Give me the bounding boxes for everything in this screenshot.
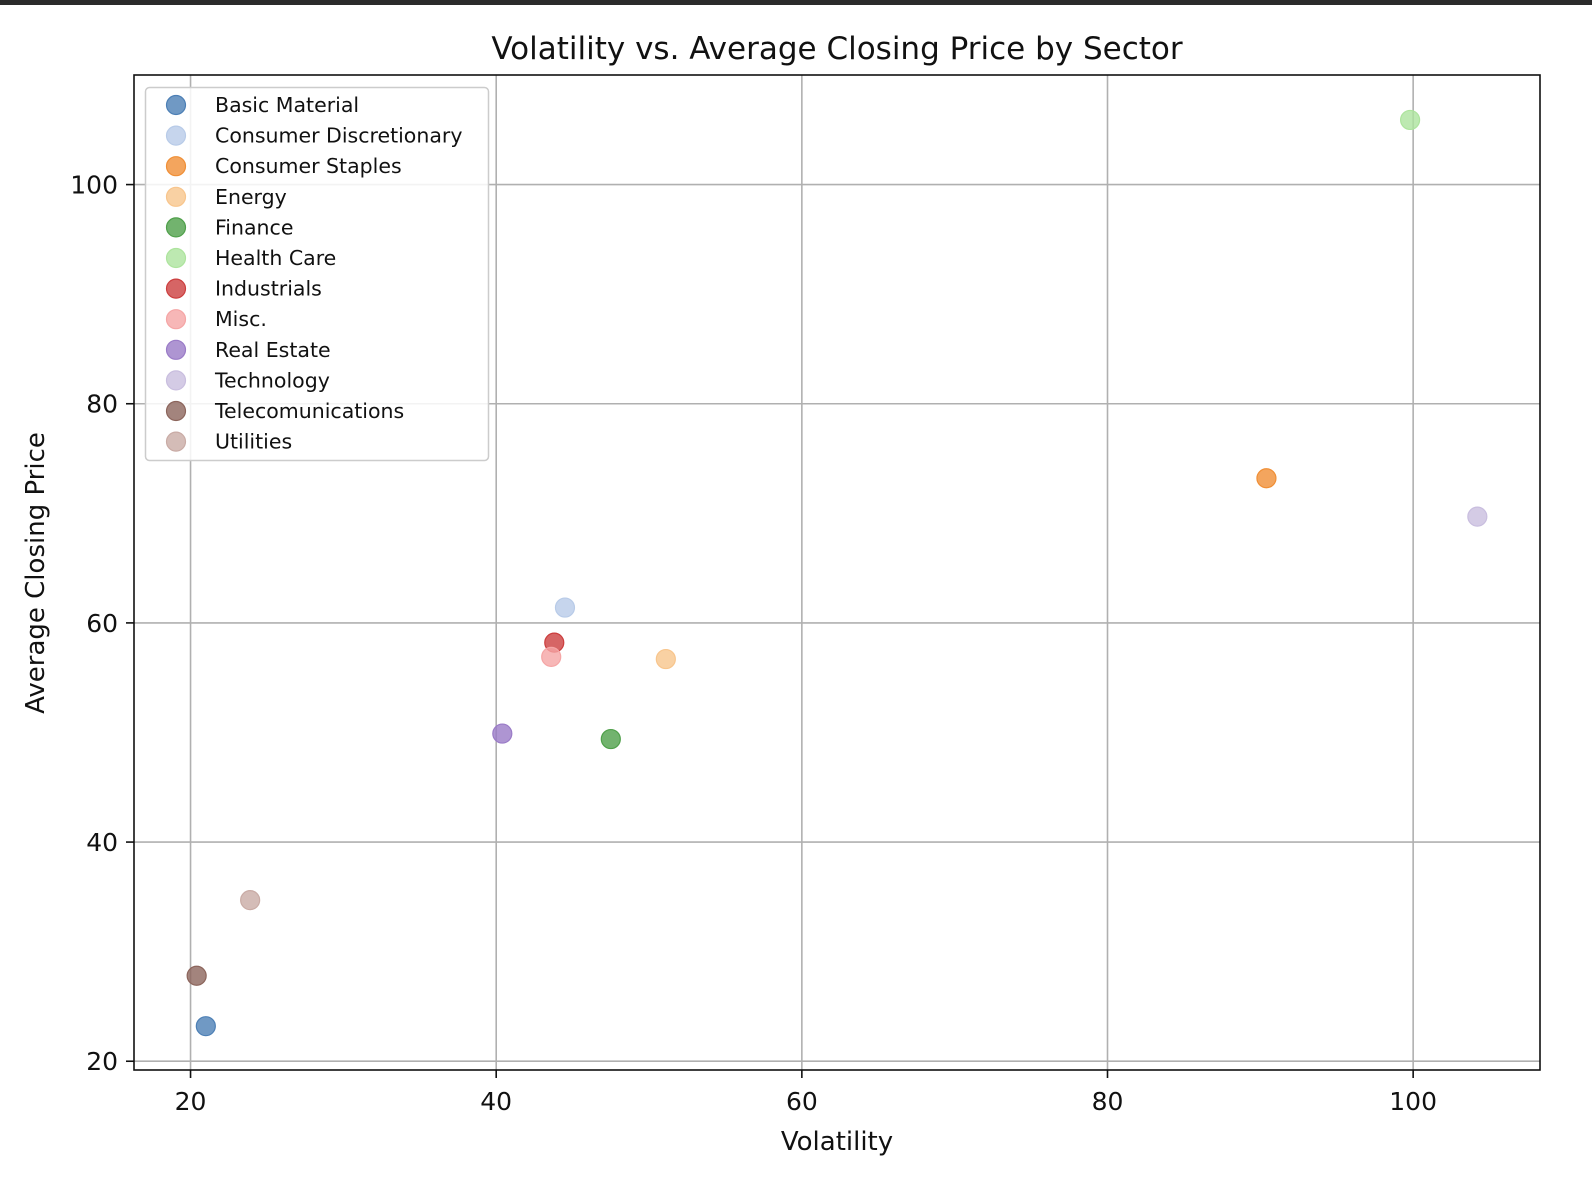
legend-items: Basic Material Consumer Discretionary Cons… [165,93,462,454]
data-point [554,597,576,618]
x-tick-label: 40 [480,1087,512,1116]
legend-box [144,86,490,462]
window-top-border [0,0,1592,5]
legend-label: Utilities [215,430,292,454]
legend-marker [165,156,187,177]
data-point [541,646,562,667]
y-tick-label: 20 [86,1047,118,1076]
x-tick-label: 80 [1092,1087,1124,1116]
x-tick-label: 20 [175,1087,207,1116]
legend-label: Energy [215,185,287,209]
data-point [1399,109,1421,131]
x-axis-label: Volatility [781,1127,893,1157]
legend-marker [165,339,187,360]
data-point [492,723,513,744]
legend-marker [165,217,187,238]
legend-marker [165,186,187,207]
chart-title: Volatility vs. Average Closing Price by … [491,31,1183,67]
legend-label: Misc. [215,307,267,331]
y-tick-label: 80 [86,390,118,419]
data-point [186,965,207,986]
y-tick-label: 40 [86,828,118,857]
legend-marker [165,431,187,452]
data-points [186,109,1488,1037]
x-tick-label: 60 [786,1087,818,1116]
x-tick-label: 100 [1389,1087,1437,1116]
legend-marker [165,125,187,146]
legend-label: Health Care [215,246,336,270]
legend-label: Consumer Staples [215,154,402,178]
data-point [240,890,261,911]
data-point [195,1016,216,1037]
plot-frame [133,74,1541,1071]
data-point [1467,506,1488,527]
y-tick-label: 100 [70,171,118,200]
legend-label: Finance [215,215,293,239]
legend-marker [165,400,187,422]
legend-marker [165,247,187,269]
y-axis-label: Average Closing Price [21,432,51,714]
legend-marker [165,309,187,330]
legend-marker [165,278,187,299]
legend-label: Real Estate [215,338,331,362]
legend-label: Technology [214,368,330,392]
legend: Basic Material Consumer Discretionary Cons… [144,86,490,462]
legend-label: Basic Material [215,93,359,117]
legend-label: Industrials [215,277,322,301]
legend-marker [165,370,187,391]
legend-marker [165,94,187,116]
data-point [1256,468,1277,489]
data-point [655,648,676,670]
legend-label: Consumer Discretionary [215,124,462,148]
data-point [600,728,621,750]
legend-label: Telecomunications [214,399,404,423]
y-tick-label: 60 [86,609,118,638]
axis-ticks: 20 40 60 80 100 20 40 60 80 100 [70,171,1437,1116]
